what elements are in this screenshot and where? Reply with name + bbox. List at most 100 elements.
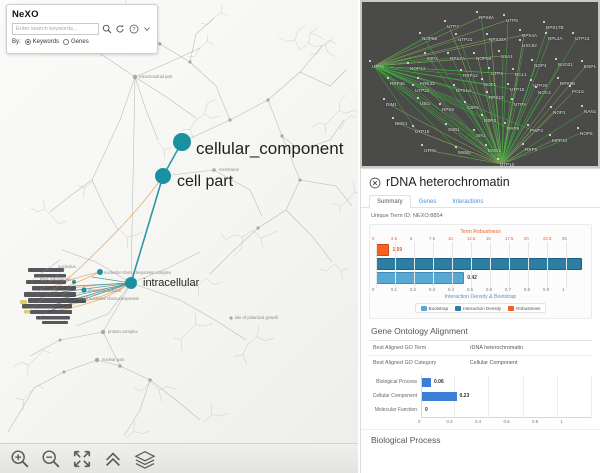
gene-node[interactable] bbox=[519, 39, 522, 42]
gene-node[interactable] bbox=[455, 33, 458, 36]
gene-node[interactable] bbox=[504, 122, 507, 125]
gene-node[interactable] bbox=[455, 146, 458, 149]
gene-node[interactable] bbox=[511, 98, 514, 101]
gene-node[interactable] bbox=[424, 52, 427, 55]
fit-screen-icon[interactable] bbox=[72, 449, 92, 469]
gene-node[interactable] bbox=[527, 124, 530, 127]
ontology-network-canvas[interactable]: mitochondrial part membrane protein comp… bbox=[0, 0, 358, 473]
collapse-icon[interactable] bbox=[103, 449, 123, 469]
gene-node[interactable] bbox=[383, 98, 386, 101]
section-title-biological-process: Biological Process bbox=[361, 429, 600, 447]
tab-genes[interactable]: Genes bbox=[418, 199, 437, 205]
gene-node[interactable] bbox=[519, 29, 522, 32]
radio-genes-dot[interactable] bbox=[63, 39, 70, 45]
gene-node[interactable] bbox=[550, 106, 553, 109]
gene-label: NOP58 bbox=[476, 56, 492, 61]
gene-node[interactable] bbox=[555, 58, 558, 61]
search-input[interactable] bbox=[12, 23, 99, 35]
tab-summary[interactable]: Summary bbox=[369, 195, 411, 208]
gene-node[interactable] bbox=[530, 79, 533, 82]
gene-node[interactable] bbox=[392, 117, 395, 120]
search-panel[interactable]: NeXO ? By: Keywords Genes bbox=[6, 4, 158, 54]
legend-label: Robustness bbox=[516, 305, 541, 311]
help-icon[interactable]: ? bbox=[128, 24, 138, 35]
radio-keywords-dot[interactable] bbox=[24, 39, 31, 45]
gene-label: RPS1A bbox=[456, 88, 472, 93]
gene-interaction-network[interactable]: UTP9 NOP56 UTP7 RPS8A UTP6 RPS17B IMP3 UTP21 RPS… bbox=[360, 0, 600, 168]
layers-icon[interactable] bbox=[134, 449, 156, 469]
gene-node[interactable] bbox=[545, 32, 548, 35]
tab-interactions[interactable]: Interactions bbox=[452, 199, 484, 205]
gene-node[interactable] bbox=[581, 60, 584, 63]
gene-node[interactable] bbox=[419, 32, 422, 35]
gene-node[interactable] bbox=[412, 125, 415, 128]
radio-keywords[interactable]: Keywords bbox=[24, 39, 59, 45]
close-circle-icon[interactable] bbox=[369, 176, 381, 189]
gene-node[interactable] bbox=[369, 60, 372, 63]
gene-node[interactable] bbox=[473, 129, 476, 132]
legend-label: Bootstrap bbox=[428, 305, 449, 311]
gene-node[interactable] bbox=[453, 84, 456, 87]
chevron-down-icon[interactable] bbox=[142, 24, 152, 35]
gene-node[interactable] bbox=[476, 11, 479, 14]
gene-node[interactable] bbox=[460, 69, 463, 72]
gene-node[interactable] bbox=[417, 97, 420, 100]
gene-node[interactable] bbox=[486, 91, 489, 94]
legend-item: Bootstrap bbox=[420, 305, 449, 311]
axis-tick: 0.4 bbox=[475, 419, 482, 424]
gene-node[interactable] bbox=[557, 77, 560, 80]
gene-node[interactable] bbox=[497, 158, 500, 161]
gene-node[interactable] bbox=[445, 123, 448, 126]
gene-label: MPP10 bbox=[552, 138, 568, 143]
refresh-icon[interactable] bbox=[115, 24, 125, 35]
gene-node[interactable] bbox=[481, 78, 484, 81]
legend-swatch bbox=[420, 305, 427, 311]
gene-node[interactable] bbox=[417, 77, 420, 80]
chart-bottom-axis: 0 0.1 0.2 0.3 0.4 0.5 0.6 0.7 0.8 0.9 1 bbox=[372, 242, 585, 294]
term-detail-panel[interactable]: rDNA heterochromatin Summary Genes Inter… bbox=[360, 168, 600, 473]
zoom-out-icon[interactable] bbox=[41, 449, 61, 469]
gene-label: RPS22A bbox=[489, 37, 507, 42]
gene-node[interactable] bbox=[473, 52, 476, 55]
gene-node[interactable] bbox=[569, 85, 572, 88]
tab-bar[interactable]: Summary Genes Interactions bbox=[361, 194, 600, 208]
gene-node[interactable] bbox=[447, 52, 450, 55]
radio-genes[interactable]: Genes bbox=[63, 39, 89, 45]
gene-node[interactable] bbox=[512, 68, 515, 71]
gene-node[interactable] bbox=[407, 62, 410, 65]
zoom-in-icon[interactable] bbox=[10, 449, 30, 469]
gene-node[interactable] bbox=[498, 50, 501, 53]
gene-node[interactable] bbox=[581, 105, 584, 108]
gene-node[interactable] bbox=[464, 101, 467, 104]
node-label-mitochondrial-part: mitochondrial part bbox=[139, 74, 173, 79]
node-label-polarized-growth: site of polarized growth bbox=[235, 315, 279, 320]
gene-label: KRE33 bbox=[420, 81, 435, 86]
legend-item: Robustness bbox=[508, 305, 541, 311]
gene-node[interactable] bbox=[387, 77, 390, 80]
gene-node[interactable] bbox=[486, 33, 489, 36]
gene-node[interactable] bbox=[485, 144, 488, 147]
search-by-label: By: bbox=[12, 39, 21, 45]
gene-node[interactable] bbox=[481, 114, 484, 117]
gene-network-edges bbox=[373, 16, 587, 165]
gene-node[interactable] bbox=[421, 144, 424, 147]
search-icon[interactable] bbox=[102, 24, 112, 35]
gene-node[interactable] bbox=[531, 59, 534, 62]
gene-node[interactable] bbox=[503, 14, 506, 17]
gene-node[interactable] bbox=[535, 86, 538, 89]
gene-node[interactable] bbox=[522, 143, 525, 146]
gene-node[interactable] bbox=[444, 20, 447, 23]
node-label-nucleolar-rnp-complex: nucleolar ribonucleoprotein complex bbox=[104, 270, 172, 275]
gene-node[interactable] bbox=[572, 32, 575, 35]
network-toolbar[interactable] bbox=[0, 443, 358, 473]
gene-label: BUD21 bbox=[558, 62, 573, 67]
gene-node[interactable] bbox=[488, 67, 491, 70]
gene-node[interactable] bbox=[439, 103, 442, 106]
gene-node[interactable] bbox=[549, 134, 552, 137]
gene-label: NOP14 bbox=[410, 66, 426, 71]
gene-node[interactable] bbox=[507, 83, 510, 86]
gene-node[interactable] bbox=[577, 127, 580, 130]
gene-node[interactable] bbox=[412, 84, 415, 87]
gene-node[interactable] bbox=[543, 21, 546, 24]
go-chart-rows: Biological Process 0.06 Cellular Component… bbox=[369, 375, 592, 417]
